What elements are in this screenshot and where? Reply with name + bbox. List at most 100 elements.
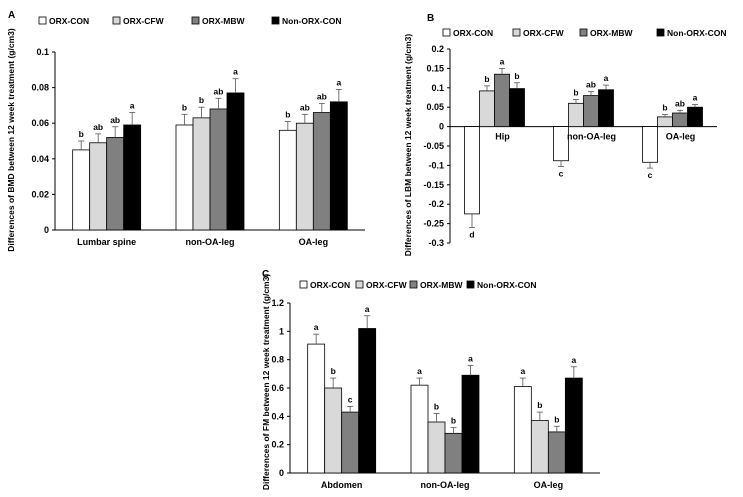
panel-b-y-tick-label: -0.15 xyxy=(423,180,444,190)
panel-a-bar xyxy=(226,92,245,231)
panel-c-sig-letter: a xyxy=(365,304,370,314)
panel-b-legend-swatch xyxy=(656,28,665,37)
panel-a-y-tick-label: 0 xyxy=(44,225,49,235)
panel-c-legend-swatch xyxy=(355,280,364,289)
panel-a-y-tick-label: 0.02 xyxy=(31,189,49,199)
panel-b-y-tick-label: -0.05 xyxy=(423,141,444,151)
panel-c-legend-swatch xyxy=(466,280,475,289)
panel-c-y-tick-label: 0.8 xyxy=(271,355,284,365)
panel-c-sig-letter: b xyxy=(537,400,542,410)
panel-c-bar xyxy=(513,386,532,474)
panel-b-legend: ORX-CON ORX-CFW ORX-MBW Non-ORX-CON xyxy=(442,28,727,38)
panel-b-sig-letter: b xyxy=(573,87,578,97)
panel-c-bar xyxy=(547,431,566,474)
panel-c: C ORX-CON ORX-CFW ORX-MBW Non-ORX-CON Diffe… xyxy=(261,269,600,490)
panel-c-category-label: OA-leg xyxy=(534,480,564,490)
panel-b-sig-letter: ab xyxy=(586,80,596,90)
panel-b-bar xyxy=(672,112,688,127)
panel-c-bar xyxy=(564,377,583,474)
panel-a-legend-swatch xyxy=(38,16,47,25)
panel-c-bar xyxy=(341,411,360,474)
panel-b-y-tick-label: 0.2 xyxy=(431,44,444,54)
panel-a-legend-label: ORX-CON xyxy=(49,16,89,26)
panel-b-bar xyxy=(583,95,599,127)
panel-c-legend-label: ORX-CON xyxy=(310,280,350,290)
panel-a-bar xyxy=(89,142,108,231)
panel-a-label: A xyxy=(8,10,15,21)
panel-c-category-label: non-OA-leg xyxy=(421,480,470,490)
panel-b-sig-letter: b xyxy=(484,74,489,84)
panel-a-legend-label: Non-ORX-CON xyxy=(282,16,342,26)
panel-a-bar xyxy=(175,124,194,231)
panel-a-legend-swatch xyxy=(112,16,121,25)
panel-a-sig-letter: b xyxy=(285,109,290,119)
panel-a-bar xyxy=(295,122,314,231)
panel-a-category-label: OA-leg xyxy=(299,237,329,247)
panel-a-sig-letter: b xyxy=(199,95,204,105)
panel-b-bar xyxy=(642,126,658,163)
panel-a-legend-label: ORX-MBW xyxy=(202,16,245,26)
panel-b-y-axis-title: Differences of LBM between 12 week treat… xyxy=(403,34,413,257)
panel-a-bar xyxy=(106,137,125,231)
panel-c-sig-letter: a xyxy=(571,355,576,365)
panel-c-y-tick-label: 0.4 xyxy=(271,411,284,421)
panel-b-category-label: non-OA-leg xyxy=(567,132,616,142)
panel-c-legend-label: ORX-CFW xyxy=(366,280,408,290)
panel-c-category-label: Abdomen xyxy=(321,480,363,490)
panel-a-legend-swatch xyxy=(271,16,280,25)
panel-b-y-tick-label: -0.3 xyxy=(428,238,444,248)
panel-b-category-label: OA-leg xyxy=(666,132,696,142)
panel-a-y-tick-label: 0.1 xyxy=(36,47,49,57)
panel-b-sig-letter: a xyxy=(500,56,505,66)
panel-a-bar xyxy=(72,149,91,231)
panel-c-legend-label: ORX-MBW xyxy=(420,280,463,290)
panel-a: A ORX-CON ORX-CFW ORX-MBW Non-ORX-CON Diffe… xyxy=(6,10,365,252)
panel-c-bar xyxy=(410,384,429,474)
panel-c-bar xyxy=(444,432,463,474)
panel-b-bar xyxy=(687,106,703,127)
panel-b-bar xyxy=(479,90,495,127)
panel-b-y-tick-label: 0 xyxy=(439,122,444,132)
panel-c-plot: 0 0.2 0.4 0.6 0.8 1 1.2 a b c a Abdomen a b b a non-OA-l… xyxy=(271,298,600,490)
panel-b-y-tick-label: -0.1 xyxy=(428,160,444,170)
panel-b-label: B xyxy=(427,13,434,24)
panel-b-sig-letter: c xyxy=(559,169,564,179)
panel-a-sig-letter: ab xyxy=(300,102,310,112)
panel-c-y-tick-label: 0.6 xyxy=(271,383,284,393)
panel-b-y-tick-label: 0.1 xyxy=(431,83,444,93)
panel-c-legend-label: Non-ORX-CON xyxy=(477,280,537,290)
panel-b-bar xyxy=(509,88,525,127)
panel-a-legend: ORX-CON ORX-CFW ORX-MBW Non-ORX-CON xyxy=(38,16,342,26)
panel-b-legend-label: Non-ORX-CON xyxy=(667,28,727,38)
panel-c-sig-letter: c xyxy=(348,394,353,404)
panel-a-bar xyxy=(123,124,142,231)
panel-c-sig-letter: b xyxy=(554,414,559,424)
panel-a-legend-swatch xyxy=(191,16,200,25)
panel-b-sig-letter: d xyxy=(469,229,474,239)
panel-c-label: C xyxy=(262,269,269,280)
panel-b-y-tick-label: 0.05 xyxy=(426,102,444,112)
panel-a-bar xyxy=(312,112,331,231)
panel-a-bar xyxy=(329,101,348,231)
panel-a-sig-letter: a xyxy=(336,77,341,87)
panel-c-y-tick-label: 0 xyxy=(279,468,284,478)
panel-c-y-tick-label: 1.2 xyxy=(271,298,284,308)
panel-a-sig-letter: a xyxy=(233,67,238,77)
panel-c-legend-swatch xyxy=(409,280,418,289)
panel-a-bar xyxy=(192,117,211,231)
panel-b-sig-letter: a xyxy=(693,92,698,102)
panel-c-legend: ORX-CON ORX-CFW ORX-MBW Non-ORX-CON xyxy=(299,280,537,290)
panel-b-legend-label: ORX-MBW xyxy=(590,28,633,38)
panel-b-bar xyxy=(598,89,614,127)
panel-c-bar xyxy=(358,328,377,474)
panel-a-sig-letter: ab xyxy=(317,92,327,102)
panel-b-bar xyxy=(464,126,480,215)
panel-b-y-tick-label: -0.2 xyxy=(428,199,444,209)
panel-a-y-tick-label: 0.08 xyxy=(31,83,49,93)
panel-b-sig-letter: ab xyxy=(675,98,685,108)
panel-b-bar xyxy=(568,102,584,128)
panel-a-sig-letter: ab xyxy=(214,86,224,96)
panel-c-bar xyxy=(461,374,480,474)
